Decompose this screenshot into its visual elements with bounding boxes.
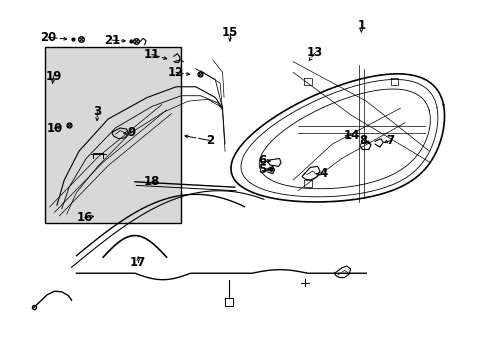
Text: 7: 7 xyxy=(386,134,394,147)
Text: 3: 3 xyxy=(93,105,101,118)
Text: 6: 6 xyxy=(257,154,265,167)
Bar xyxy=(45,47,181,223)
Text: 8: 8 xyxy=(359,134,367,147)
Text: 11: 11 xyxy=(143,48,160,61)
Text: 9: 9 xyxy=(127,126,135,139)
Text: 14: 14 xyxy=(343,129,359,142)
Text: 20: 20 xyxy=(40,31,56,44)
Text: 10: 10 xyxy=(46,122,62,135)
Text: 16: 16 xyxy=(77,211,93,224)
Text: 17: 17 xyxy=(130,256,146,269)
Text: 19: 19 xyxy=(45,69,61,82)
Text: 12: 12 xyxy=(168,66,184,79)
Text: 5: 5 xyxy=(257,163,265,176)
Text: 13: 13 xyxy=(306,46,323,59)
Text: 18: 18 xyxy=(143,175,160,188)
Text: 1: 1 xyxy=(357,19,365,32)
Text: 21: 21 xyxy=(103,33,120,47)
Text: 2: 2 xyxy=(206,134,214,147)
Text: 15: 15 xyxy=(221,27,238,40)
Text: 4: 4 xyxy=(319,167,327,180)
